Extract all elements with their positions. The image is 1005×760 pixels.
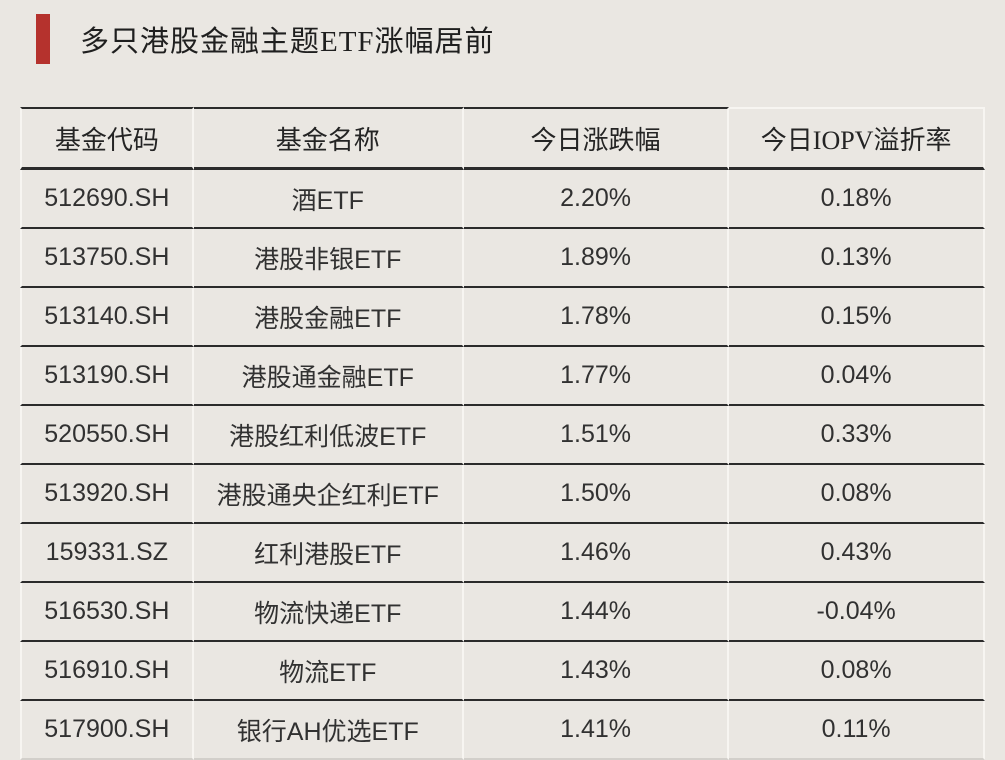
title-block: 多只港股金融主题ETF涨幅居前 [36,14,495,64]
cell-daily-change: 1.46% [463,524,730,583]
cell-iopv-premium: 0.08% [729,465,985,524]
cell-fund-code: 513140.SH [20,288,194,347]
cell-fund-name: 港股非银ETF [193,229,464,288]
cell-fund-name: 酒ETF [193,170,464,229]
cell-daily-change: 1.89% [463,229,730,288]
cell-iopv-premium: -0.04% [729,583,985,642]
cell-fund-name: 港股金融ETF [193,288,464,347]
page-title: 多只港股金融主题ETF涨幅居前 [80,26,495,58]
table-row: 516530.SH 物流快递ETF 1.44% -0.04% [20,583,985,642]
table-header: 基金代码 基金名称 今日涨跌幅 今日IOPV溢折率 [20,107,985,170]
table-row: 513140.SH 港股金融ETF 1.78% 0.15% [20,288,985,347]
cell-fund-name: 港股通央企红利ETF [193,465,464,524]
cell-fund-name: 银行AH优选ETF [193,701,464,760]
cell-fund-code: 513750.SH [20,229,194,288]
cell-daily-change: 1.77% [463,347,730,406]
cell-fund-code: 512690.SH [20,170,194,229]
cell-fund-name: 港股通金融ETF [193,347,464,406]
cell-iopv-premium: 0.04% [729,347,985,406]
cell-iopv-premium: 0.18% [729,170,985,229]
cell-fund-name: 物流ETF [193,642,464,701]
cell-iopv-premium: 0.33% [729,406,985,465]
cell-iopv-premium: 0.13% [729,229,985,288]
cell-fund-code: 513190.SH [20,347,194,406]
table-row: 513920.SH 港股通央企红利ETF 1.50% 0.08% [20,465,985,524]
etf-table: 基金代码 基金名称 今日涨跌幅 今日IOPV溢折率 512690.SH 酒ETF… [20,107,985,760]
cell-fund-code: 517900.SH [20,701,194,760]
header-row: 基金代码 基金名称 今日涨跌幅 今日IOPV溢折率 [20,107,985,170]
col-header-daily-change: 今日涨跌幅 [463,107,730,170]
table-row: 513190.SH 港股通金融ETF 1.77% 0.04% [20,347,985,406]
cell-fund-code: 520550.SH [20,406,194,465]
table-body: 512690.SH 酒ETF 2.20% 0.18% 513750.SH 港股非… [20,170,985,760]
cell-daily-change: 1.78% [463,288,730,347]
cell-daily-change: 1.44% [463,583,730,642]
table-row: 513750.SH 港股非银ETF 1.89% 0.13% [20,229,985,288]
cell-fund-code: 516530.SH [20,583,194,642]
col-header-fund-code: 基金代码 [20,107,194,170]
table-row: 512690.SH 酒ETF 2.20% 0.18% [20,170,985,229]
cell-fund-name: 红利港股ETF [193,524,464,583]
cell-daily-change: 1.50% [463,465,730,524]
cell-daily-change: 2.20% [463,170,730,229]
cell-fund-name: 物流快递ETF [193,583,464,642]
table-row: 516910.SH 物流ETF 1.43% 0.08% [20,642,985,701]
cell-iopv-premium: 0.15% [729,288,985,347]
cell-fund-code: 516910.SH [20,642,194,701]
table-row: 520550.SH 港股红利低波ETF 1.51% 0.33% [20,406,985,465]
cell-iopv-premium: 0.11% [729,701,985,760]
cell-iopv-premium: 0.08% [729,642,985,701]
table-row: 517900.SH 银行AH优选ETF 1.41% 0.11% [20,701,985,760]
title-accent-bar [36,14,50,64]
cell-daily-change: 1.51% [463,406,730,465]
cell-iopv-premium: 0.43% [729,524,985,583]
table-row: 159331.SZ 红利港股ETF 1.46% 0.43% [20,524,985,583]
cell-fund-code: 159331.SZ [20,524,194,583]
cell-daily-change: 1.41% [463,701,730,760]
col-header-iopv-premium: 今日IOPV溢折率 [729,107,985,170]
cell-fund-name: 港股红利低波ETF [193,406,464,465]
col-header-fund-name: 基金名称 [193,107,464,170]
cell-daily-change: 1.43% [463,642,730,701]
cell-fund-code: 513920.SH [20,465,194,524]
